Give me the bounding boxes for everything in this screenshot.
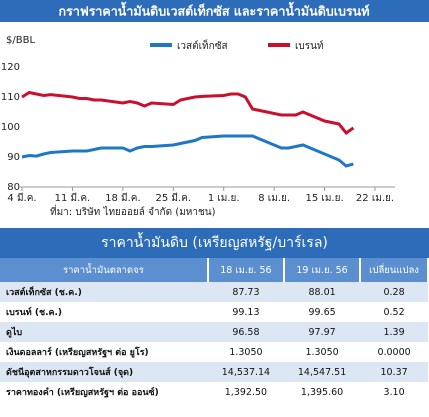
chart: กราฟราคาน้ำมันดิบเวสต์เท็กซัส และราคาน้ำ… — [0, 0, 429, 218]
cell: ดัชนีอุตสาหกรรมดาวโจนส์ (จุด) — [0, 362, 208, 382]
table-title: ราคาน้ำมันดิบ (เหรียญสหรัฐ/บาร์เรล) — [0, 228, 429, 258]
x-tick-label: 8 เม.ย. — [258, 193, 290, 204]
x-tick-label: 4 มี.ค. — [7, 192, 36, 204]
header-cell: 19 เม.ย. 56 — [284, 258, 362, 282]
header-row: ราคาน้ำมันตลาดจร 18 เม.ย. 56 19 เม.ย. 56 เป… — [0, 258, 429, 282]
cell: 99.65 — [308, 306, 336, 318]
cell: 10.37 — [360, 362, 428, 382]
y-tick-label: 80 — [7, 182, 20, 193]
cell: 3.10 — [383, 386, 405, 398]
cell: เวสต์เท็กซัส (ช.ค.) — [0, 282, 208, 302]
header-cell: 18 เม.ย. 56 — [207, 258, 286, 282]
chart-title: กราฟราคาน้ำมันดิบเวสต์เท็กซัส และราคาน้ำ… — [59, 2, 370, 19]
header-cell: ราคาน้ำมันตลาดจร — [0, 258, 209, 282]
x-tick-label: 18 มี.ค. — [105, 192, 141, 204]
source: ที่มา: บริษัท ไทยออยล์ จำกัด (มหาชน) — [50, 204, 216, 218]
y-axis-label: $/BBL — [6, 35, 35, 46]
x-tick-label: 15 เม.ย. — [306, 193, 344, 204]
cell: ราคาทองคำ (เหรียญสหรัฐฯ ต่อ ออนซ์) — [6, 388, 159, 398]
cell: 1.3050 — [305, 346, 339, 358]
x-tick-label: 1 เม.ย. — [208, 193, 240, 204]
cell: 1.3050 — [229, 346, 263, 358]
cell: 1,392.50 — [224, 386, 268, 398]
y-tick-label: 120 — [1, 62, 20, 73]
cell: 0.0000 — [377, 346, 411, 358]
cell: 1.39 — [360, 322, 428, 342]
y-tick-label: 90 — [7, 152, 20, 163]
cell: 0.52 — [383, 306, 405, 318]
series-line — [21, 134, 354, 168]
cell: เงินดอลลาร์ (เหรียญสหรัฐฯ ต่อ ยูโร) — [6, 348, 149, 358]
cell: 87.73 — [207, 282, 284, 302]
table-row: เวสต์เท็กซัส (ช.ค.) 87.73 88.01 0.28 — [0, 282, 428, 302]
cell: ดูไบ — [0, 322, 208, 342]
y-tick-label: 110 — [1, 92, 20, 103]
cell: 14,537.14 — [207, 362, 284, 382]
legend-label: เวสต์เท็กซัส — [177, 38, 228, 52]
table: ราคาน้ำมันตลาดจร 18 เม.ย. 56 19 เม.ย. 56 เป… — [0, 258, 429, 402]
table-row: ดัชนีอุตสาหกรรมดาวโจนส์ (จุด) 14,537.14 14… — [0, 362, 428, 382]
header-cell: เปลี่ยนแปลง — [360, 258, 429, 282]
table-block: ราคาน้ำมันดิบ (เหรียญสหรัฐ/บาร์เรล) ราคา… — [0, 228, 429, 402]
y-tick-label: 100 — [1, 122, 20, 133]
x-tick-label: 25 มี.ค. — [156, 192, 192, 204]
cell: 1,395.60 — [300, 386, 344, 398]
legend-label: เบรนท์ — [295, 40, 324, 52]
cell: 96.58 — [207, 322, 284, 342]
series-line — [21, 90, 355, 136]
table-row: ราคาทองคำ (เหรียญสหรัฐฯ ต่อ ออนซ์) 1,392.… — [0, 382, 428, 402]
table-row: ดูไบ 96.58 97.97 1.39 — [0, 322, 428, 342]
cell: เบรนท์ (ช.ค.) — [6, 308, 63, 318]
cell: 97.97 — [284, 322, 361, 342]
table-row: เงินดอลลาร์ (เหรียญสหรัฐฯ ต่อ ยูโร) 1.305… — [0, 342, 428, 362]
title-bar — [0, 0, 429, 22]
x-tick-label: 11 มี.ค. — [55, 192, 91, 204]
cell: 14,547.51 — [284, 362, 361, 382]
cell: 0.28 — [360, 282, 428, 302]
x-tick-label: 22 เม.ย. — [356, 193, 394, 204]
table-row: เบรนท์ (ช.ค.) 99.13 99.65 0.52 — [0, 302, 428, 322]
cell: 88.01 — [284, 282, 361, 302]
cell: 99.13 — [232, 306, 260, 318]
